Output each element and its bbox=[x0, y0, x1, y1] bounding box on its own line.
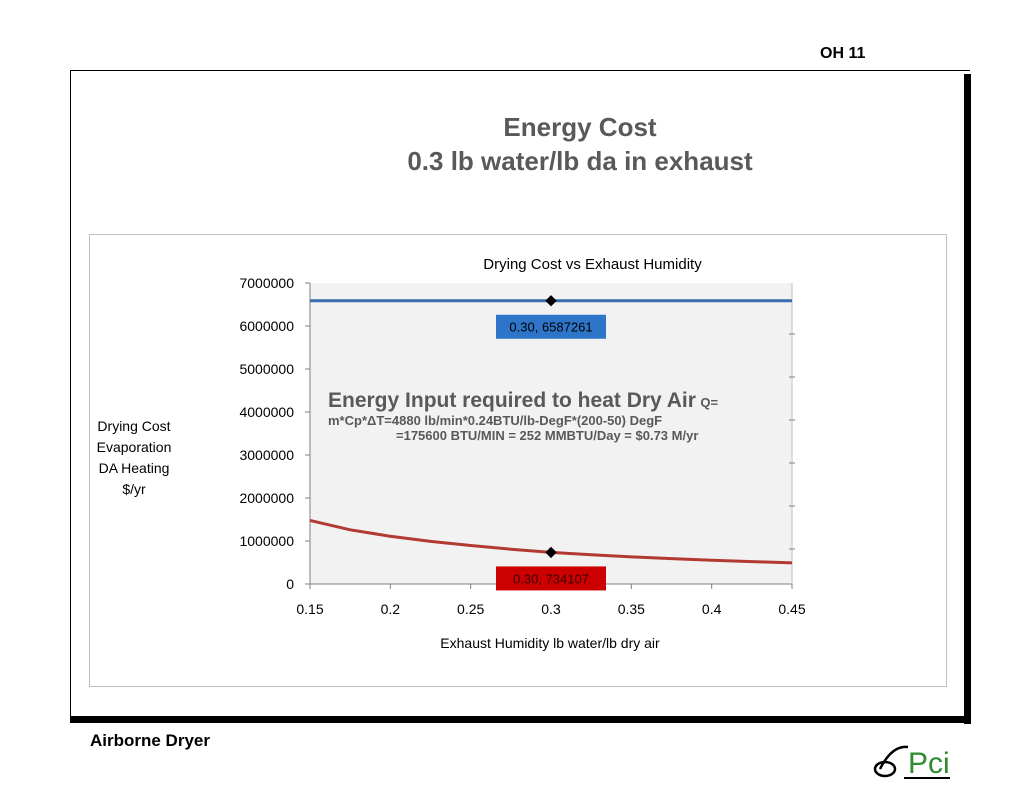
svg-text:Pci: Pci bbox=[908, 747, 950, 780]
y-axis-label-line: $/yr bbox=[122, 481, 146, 497]
x-tick-label: 0.3 bbox=[541, 601, 561, 617]
x-tick-label: 0.25 bbox=[457, 601, 484, 617]
y-tick-label: 3000000 bbox=[239, 447, 294, 463]
y-tick-label: 7000000 bbox=[239, 275, 294, 291]
data-label: 0.30, 734107 bbox=[513, 571, 589, 586]
x-tick-label: 0.2 bbox=[381, 601, 401, 617]
pci-logo: Pci bbox=[868, 733, 958, 783]
bottom-shadow-bar bbox=[70, 716, 970, 723]
y-axis-label-line: Drying Cost bbox=[97, 418, 171, 434]
data-point-marker bbox=[545, 546, 557, 559]
x-tick-label: 0.35 bbox=[618, 601, 645, 617]
data-label-box bbox=[496, 314, 606, 339]
x-axis-label: Exhaust Humidity lb water/lb dry air bbox=[440, 635, 660, 651]
slide-title-line1: Energy Cost bbox=[503, 112, 657, 142]
energy-annotation: Energy Input required to heat Dry Air Q=… bbox=[328, 389, 798, 443]
y-axis-label-line: DA Heating bbox=[98, 460, 170, 476]
y-axis-label: Drying Cost Evaporation DA Heating $/yr bbox=[84, 416, 184, 500]
x-tick-label: 0.4 bbox=[702, 601, 722, 617]
annotation-line1: m*Cp*ΔT=4880 lb/min*0.24BTU/lb-DegF*(200… bbox=[328, 413, 663, 428]
y-tick-label: 4000000 bbox=[239, 404, 294, 420]
annotation-line2: =175600 BTU/MIN = 252 MMBTU/Day = $0.73 … bbox=[396, 428, 699, 443]
data-label-box bbox=[496, 566, 606, 591]
data-point-marker bbox=[545, 295, 557, 307]
y-tick-label: 6000000 bbox=[239, 318, 294, 334]
x-tick-label: 0.45 bbox=[778, 601, 805, 617]
right-shadow-bar bbox=[964, 74, 971, 724]
slide-number: OH 11 bbox=[820, 45, 866, 62]
slide-title: Energy Cost 0.3 lb water/lb da in exhaus… bbox=[300, 110, 860, 178]
left-rule bbox=[70, 70, 71, 718]
top-rule bbox=[70, 70, 970, 71]
y-tick-label: 1000000 bbox=[239, 533, 294, 549]
x-tick-label: 0.15 bbox=[296, 601, 323, 617]
y-tick-label: 0 bbox=[286, 576, 294, 592]
y-tick-label: 5000000 bbox=[239, 361, 294, 377]
annotation-heading: Energy Input required to heat Dry Air bbox=[328, 389, 696, 412]
chart-title: Drying Cost vs Exhaust Humidity bbox=[483, 256, 702, 273]
footer-title: Airborne Dryer bbox=[90, 731, 210, 750]
annotation-q: Q= bbox=[700, 395, 719, 410]
slide-title-line2: 0.3 lb water/lb da in exhaust bbox=[407, 146, 753, 176]
y-tick-label: 2000000 bbox=[239, 490, 294, 506]
data-label: 0.30, 6587261 bbox=[509, 320, 592, 335]
y-axis-label-line: Evaporation bbox=[96, 439, 172, 455]
